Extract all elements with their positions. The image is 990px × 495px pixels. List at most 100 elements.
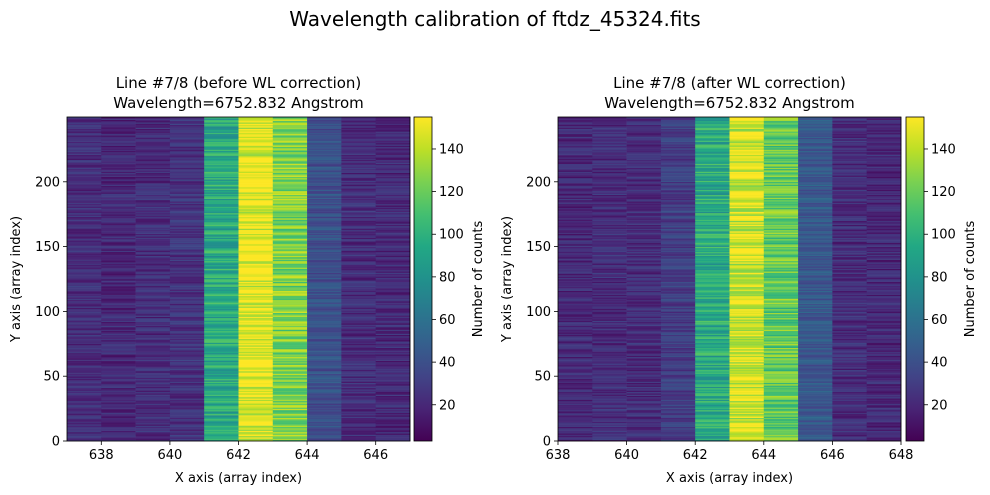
heatmap-cell [626,351,662,354]
heatmap-cell [558,393,593,395]
heatmap-cell [798,260,833,263]
heatmap-cell [238,306,274,308]
heatmap-cell [238,352,274,355]
heatmap-cell [238,299,274,302]
heatmap-cell [307,266,342,268]
heatmap-cell [341,378,376,381]
heatmap-cell [763,123,799,126]
heatmap-cell [763,175,799,177]
heatmap-cell [558,206,593,209]
heatmap-cell [135,164,171,167]
heatmap-cell [67,192,102,194]
heatmap-cell [204,232,239,234]
heatmap-cell [341,193,376,196]
heatmap-cell [101,211,136,214]
heatmap-cell [798,244,833,246]
heatmap-cell [135,390,171,393]
heatmap-cell [866,276,902,279]
heatmap-cell [341,355,376,358]
heatmap-cell [272,242,308,245]
heatmap-cell [169,227,205,229]
heatmap-cell [866,386,902,389]
heatmap-cell [375,346,411,348]
heatmap-cell [101,365,136,368]
heatmap-cell [238,417,274,420]
heatmap-cell [660,207,696,210]
heatmap-cell [101,438,136,441]
heatmap-cell [272,339,308,342]
heatmap-cell [307,180,342,183]
heatmap-cell [832,215,867,218]
heatmap-cell [558,154,593,157]
heatmap-cell [695,214,730,216]
heatmap-cell [204,201,239,203]
heatmap-cell [695,332,730,334]
heatmap-cell [592,155,627,158]
heatmap-cell [135,216,171,219]
heatmap-cell [695,302,730,304]
heatmap-cell [341,246,376,249]
heatmap-cell [101,247,136,250]
heatmap-cell [798,118,833,120]
heatmap-cell [695,128,730,131]
heatmap-cell [307,205,342,207]
heatmap-cell [375,251,411,254]
heatmap-cell [67,151,102,154]
heatmap-cell [695,247,730,250]
heatmap-cell [238,244,274,246]
heatmap-cell [135,301,171,303]
heatmap-cell [660,308,696,311]
heatmap-cell [626,311,662,313]
heatmap-cell [763,354,799,356]
heatmap-cell [238,266,274,268]
heatmap-cell [832,312,867,315]
heatmap-cell [763,145,799,148]
heatmap-cell [67,426,102,429]
heatmap-cell [101,369,136,372]
heatmap-cell [592,295,627,298]
heatmap-cell [169,434,205,437]
heatmap-cell [729,192,765,194]
heatmap-cell [204,273,239,276]
heatmap-cell [135,282,171,285]
heatmap-cell [204,339,239,342]
heatmap-cell [695,161,730,163]
heatmap-cell [798,267,833,269]
heatmap-cell [67,330,102,333]
heatmap-cell [626,332,662,334]
heatmap-cell [798,303,833,306]
heatmap-cell [375,434,411,437]
heatmap-cell [558,256,593,259]
heatmap-cell [592,120,627,123]
heatmap-cell [67,411,102,413]
heatmap-cell [798,341,833,343]
heatmap-cell [272,387,308,390]
heatmap-cell [866,377,902,380]
heatmap-cell [729,214,765,216]
heatmap-cell [660,149,696,151]
heatmap-cell [135,285,171,288]
heatmap-cell [592,369,627,372]
heatmap-cell [238,175,274,177]
heatmap-cell [763,225,799,228]
heatmap-cell [204,157,239,159]
heatmap-cell [341,221,376,224]
heatmap-cell [135,299,171,302]
heatmap-cell [272,253,308,255]
heatmap-cell [101,326,136,329]
heatmap-cell [832,180,867,183]
heatmap-cell [204,297,239,299]
heatmap-cell [272,171,308,174]
heatmap-cell [695,263,730,266]
heatmap-cell [729,238,765,241]
heatmap-cell [729,194,765,197]
heatmap-cell [798,433,833,435]
heatmap-cell [341,154,376,157]
heatmap-cell [695,324,730,326]
heatmap-cell [558,122,593,124]
heatmap-cell [341,285,376,288]
heatmap-cell [832,124,867,127]
heatmap-cell [169,129,205,132]
heatmap-cell [660,352,696,355]
heatmap-cell [660,194,696,197]
